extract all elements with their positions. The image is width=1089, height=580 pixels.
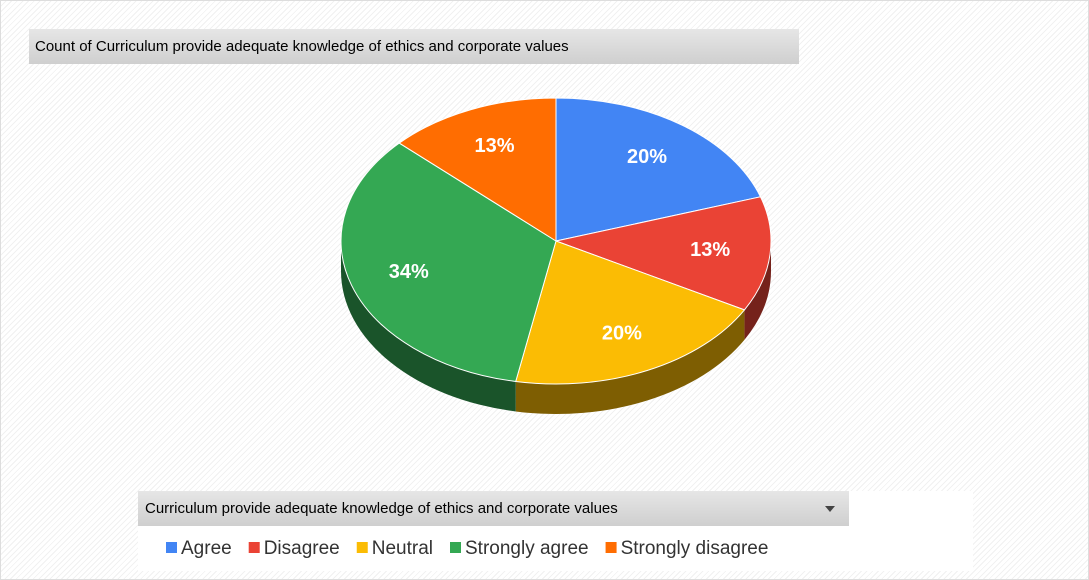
data-label: 20% <box>627 146 667 168</box>
legend-swatch <box>166 542 177 553</box>
data-label: 34% <box>389 261 429 283</box>
legend-swatch <box>248 542 260 553</box>
data-label: 13% <box>475 135 515 157</box>
legend-label: Strongly agree <box>465 538 589 559</box>
legend-swatch <box>356 542 368 553</box>
data-label: 20% <box>602 322 642 344</box>
chart-title: Count of Curriculum provide adequate kno… <box>35 38 569 55</box>
title-box <box>29 29 799 64</box>
legend-swatch <box>605 542 617 553</box>
dropdown-arrow[interactable] <box>825 506 835 512</box>
legend-field-button[interactable] <box>138 491 849 526</box>
pie-slice <box>340 142 557 383</box>
legend-label: Neutral <box>372 538 433 559</box>
legend-label: Agree <box>181 538 232 559</box>
legend-field-label: Curriculum provide adequate knowledge of… <box>145 500 618 517</box>
pie-slice <box>555 97 762 242</box>
pie-side <box>515 309 745 414</box>
pie-slice <box>398 97 557 242</box>
data-label: 13% <box>690 239 730 261</box>
pie-side <box>744 241 771 340</box>
pie-slice <box>515 240 746 385</box>
pie-slice <box>554 196 772 311</box>
legend-label: Disagree <box>264 538 340 559</box>
legend-swatch <box>450 542 461 553</box>
legend-label: Strongly disagree <box>621 538 769 559</box>
pie-side <box>341 241 516 412</box>
